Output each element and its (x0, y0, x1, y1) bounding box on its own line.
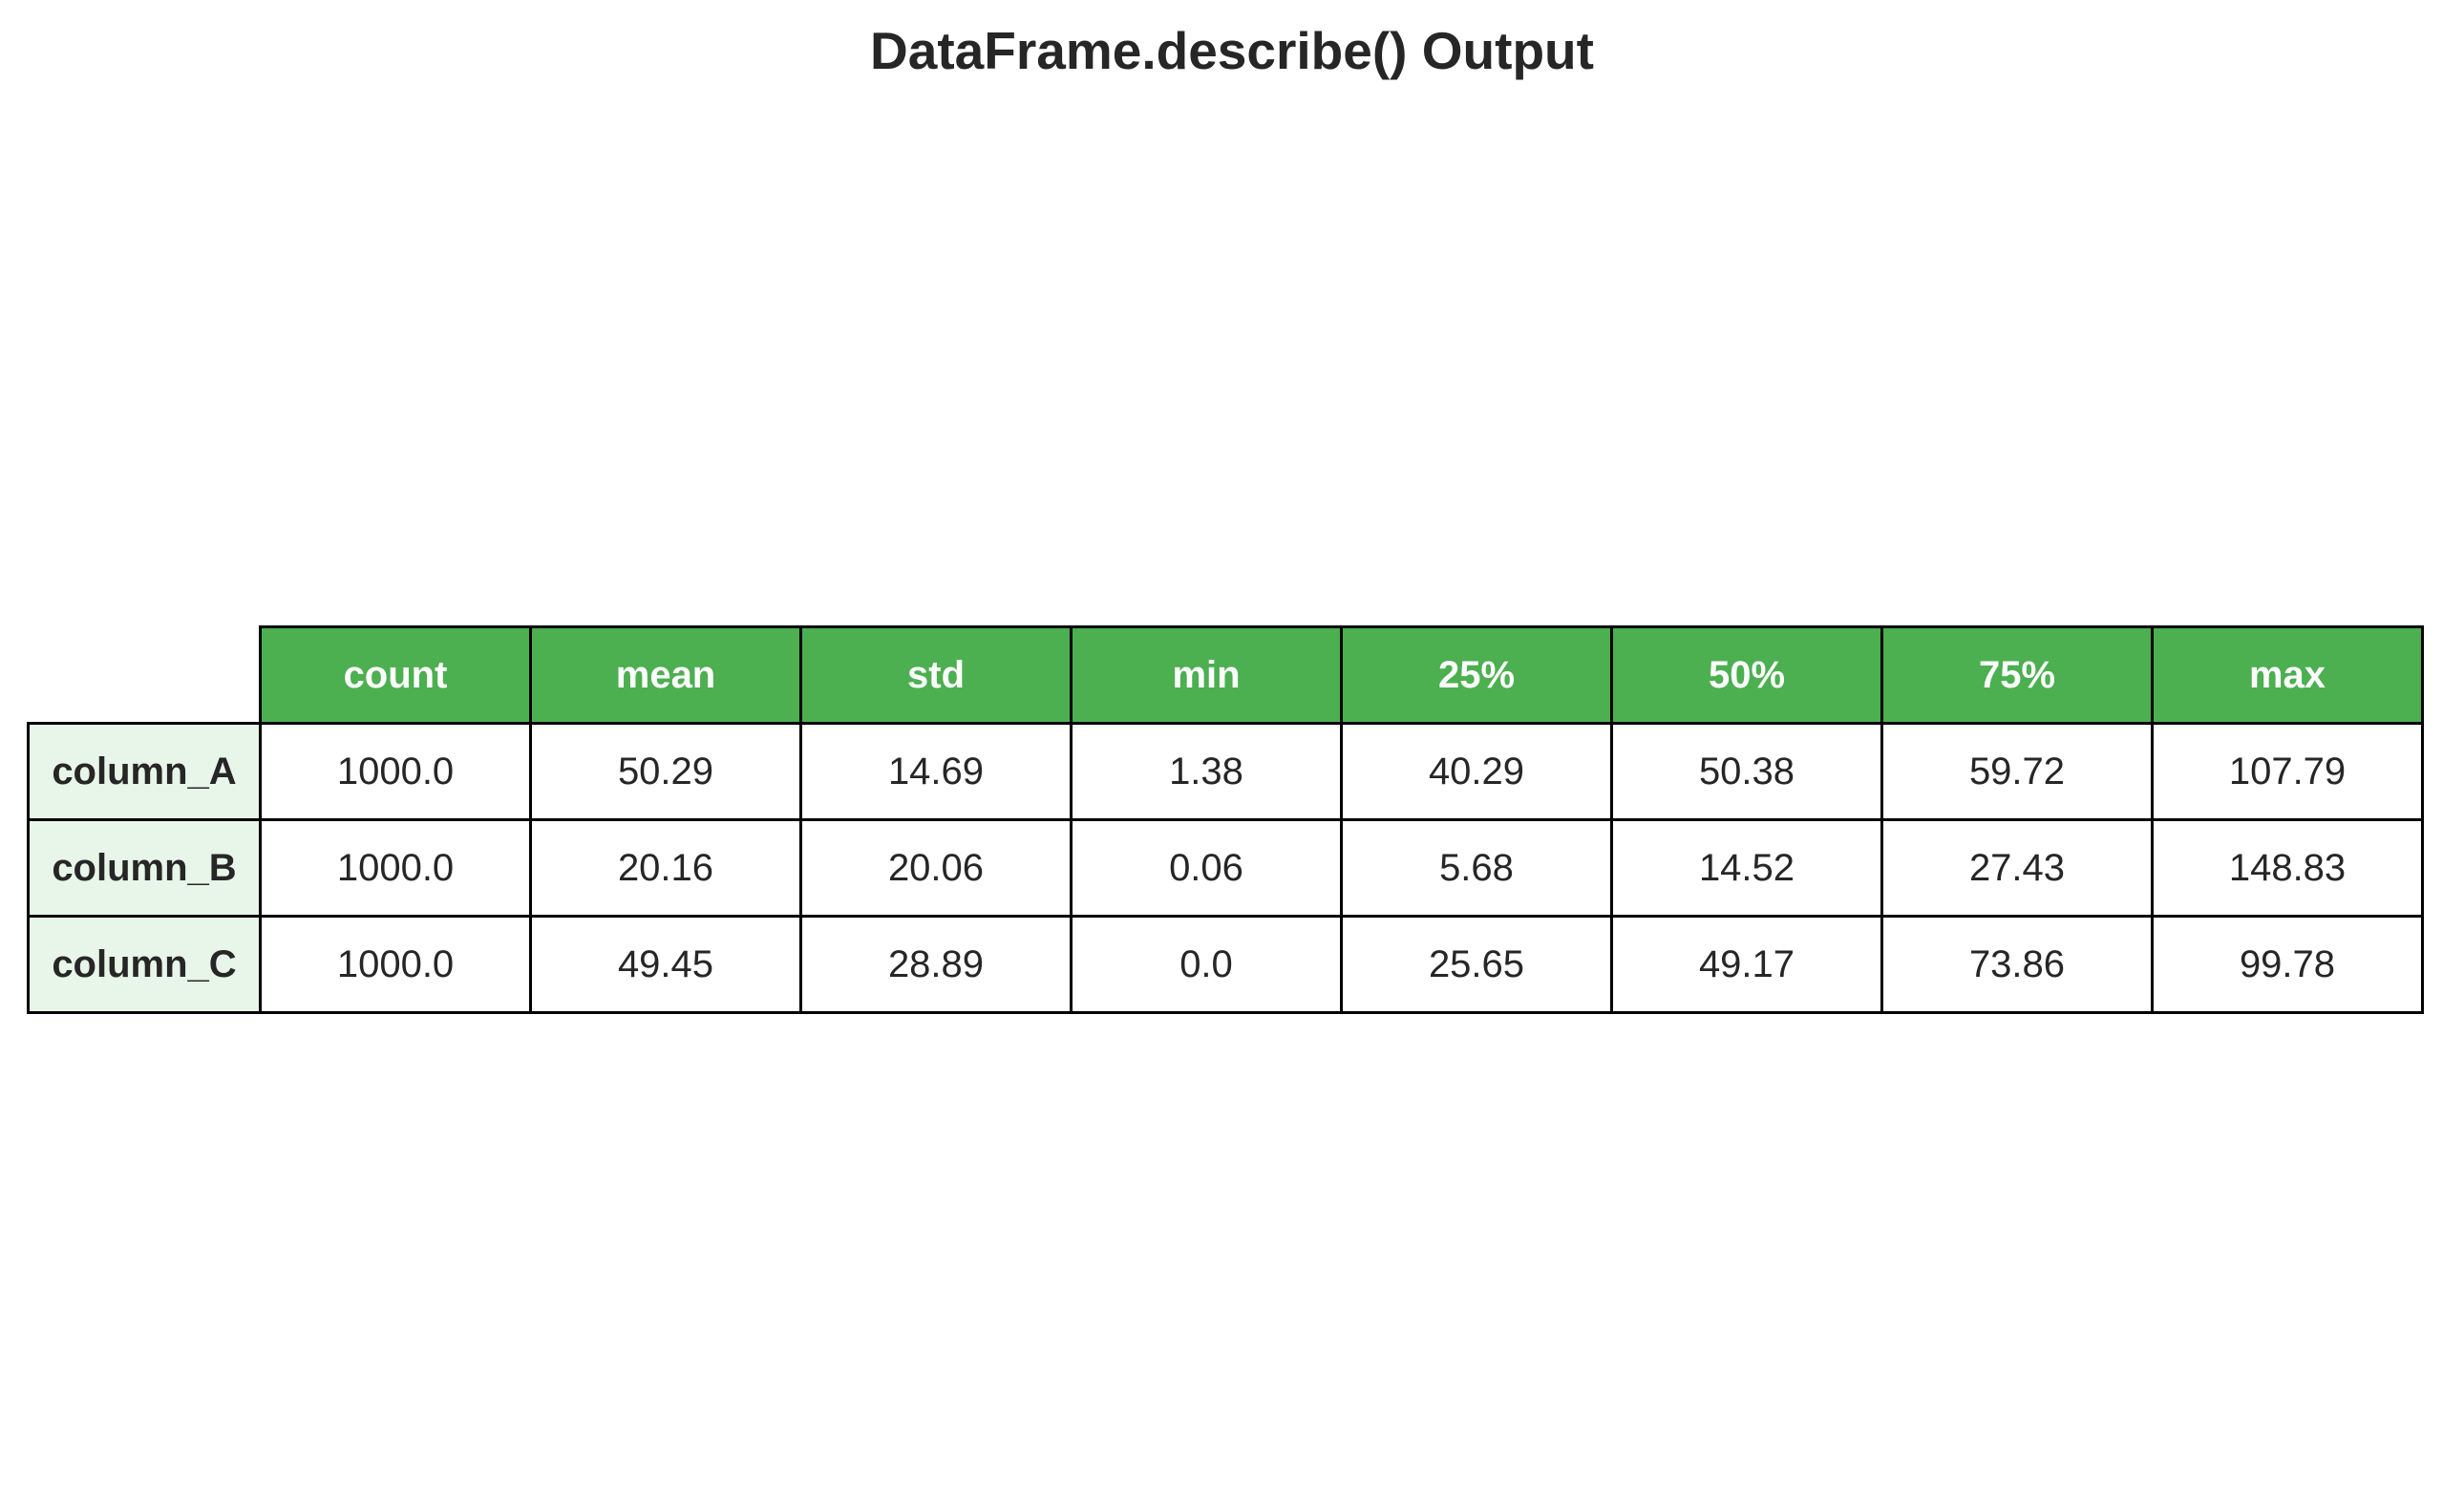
cell-column-c-min: 0.0 (1070, 915, 1343, 1014)
row-header-column-b: column_B (27, 818, 262, 918)
cell-column-b-25pct: 5.68 (1340, 818, 1613, 918)
table-row: column_A 1000.0 50.29 14.69 1.38 40.29 5… (27, 722, 2424, 821)
cell-column-a-count: 1000.0 (259, 722, 532, 821)
page-title: DataFrame.describe() Output (870, 21, 1594, 80)
cell-column-c-75pct: 73.86 (1880, 915, 2154, 1014)
cell-column-c-50pct: 49.17 (1610, 915, 1883, 1014)
column-header-50pct: 50% (1610, 625, 1883, 725)
header-row: count mean std min 25% 50% 75% max (29, 625, 2424, 725)
cell-column-c-std: 28.89 (799, 915, 1073, 1014)
cell-column-b-std: 20.06 (799, 818, 1073, 918)
table-row: column_B 1000.0 20.16 20.06 0.06 5.68 14… (27, 818, 2424, 918)
row-header-column-c: column_C (27, 915, 262, 1014)
cell-column-b-50pct: 14.52 (1610, 818, 1883, 918)
row-header-column-a: column_A (27, 722, 262, 821)
cell-column-a-50pct: 50.38 (1610, 722, 1883, 821)
cell-column-c-25pct: 25.65 (1340, 915, 1613, 1014)
cell-column-b-max: 148.83 (2151, 818, 2424, 918)
cell-column-b-min: 0.06 (1070, 818, 1343, 918)
cell-column-a-75pct: 59.72 (1880, 722, 2154, 821)
cell-column-c-max: 99.78 (2151, 915, 2424, 1014)
column-header-75pct: 75% (1880, 625, 2154, 725)
column-header-std: std (799, 625, 1073, 725)
cell-column-b-mean: 20.16 (529, 818, 802, 918)
cell-column-b-count: 1000.0 (259, 818, 532, 918)
cell-column-a-25pct: 40.29 (1340, 722, 1613, 821)
cell-column-b-75pct: 27.43 (1880, 818, 2154, 918)
column-header-mean: mean (529, 625, 802, 725)
column-header-min: min (1070, 625, 1343, 725)
cell-column-a-mean: 50.29 (529, 722, 802, 821)
cell-column-c-count: 1000.0 (259, 915, 532, 1014)
table-row: column_C 1000.0 49.45 28.89 0.0 25.65 49… (27, 915, 2424, 1014)
column-header-max: max (2151, 625, 2424, 725)
cell-column-c-mean: 49.45 (529, 915, 802, 1014)
column-header-count: count (259, 625, 532, 725)
cell-column-a-max: 107.79 (2151, 722, 2424, 821)
cell-column-a-min: 1.38 (1070, 722, 1343, 821)
cell-column-a-std: 14.69 (799, 722, 1073, 821)
describe-table: count mean std min 25% 50% 75% max colum… (27, 625, 2424, 1014)
corner-cell (29, 627, 261, 724)
column-header-25pct: 25% (1340, 625, 1613, 725)
